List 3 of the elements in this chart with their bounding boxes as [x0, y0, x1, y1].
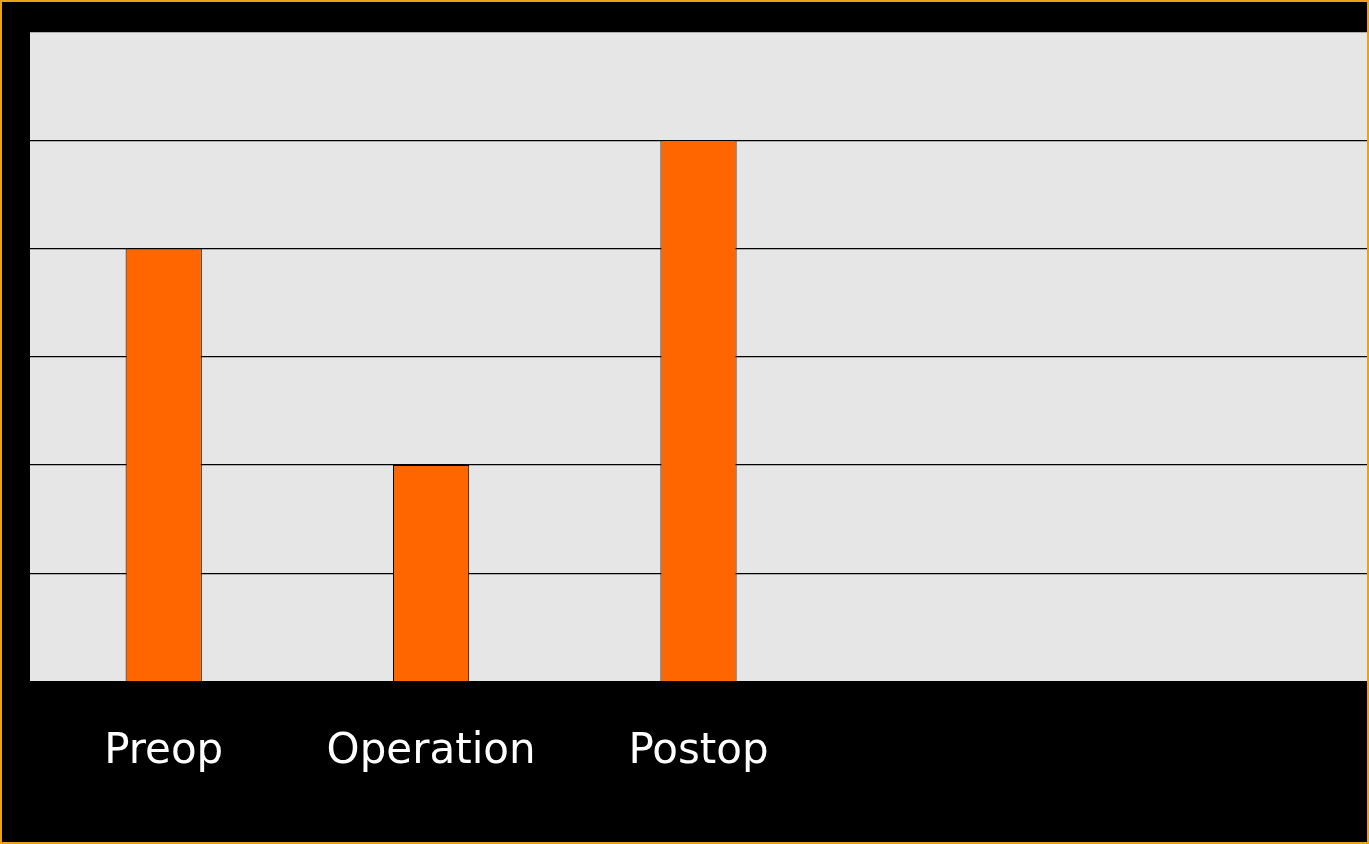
x-tick-label: Operation	[326, 723, 536, 773]
x-tick-label: Postop	[628, 723, 769, 773]
x-tick-label: Preop	[104, 723, 224, 773]
